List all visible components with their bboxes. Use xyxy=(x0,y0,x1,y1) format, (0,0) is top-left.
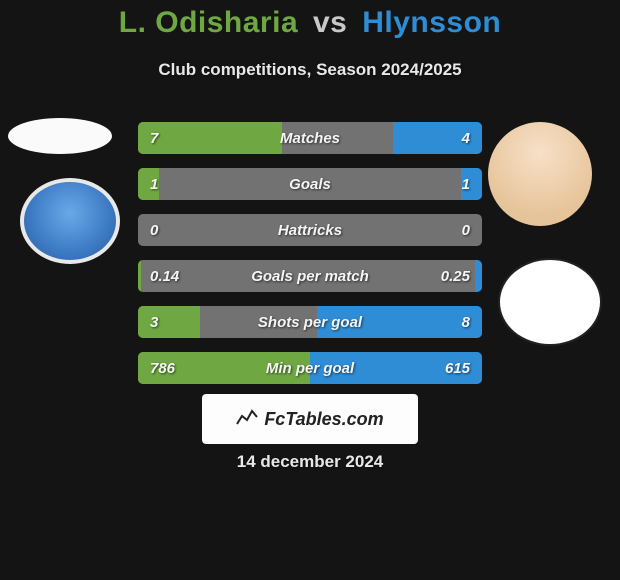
stat-row: 786615Min per goal xyxy=(138,352,482,384)
stat-label: Goals per match xyxy=(138,260,482,292)
stat-label: Hattricks xyxy=(138,214,482,246)
stats-bars: 74Matches 11Goals 00Hattricks 0.140.25Goals… xyxy=(138,122,482,398)
page-title: L. Odisharia vs Hlynsson xyxy=(0,6,620,40)
player2-avatar xyxy=(488,122,592,226)
stat-label: Shots per goal xyxy=(138,306,482,338)
footer-date: 14 december 2024 xyxy=(0,452,620,472)
player1-avatar xyxy=(8,118,112,154)
brand-badge: FcTables.com xyxy=(202,394,418,444)
player1-club-badge xyxy=(20,178,120,264)
stat-label: Goals xyxy=(138,168,482,200)
stat-label: Min per goal xyxy=(138,352,482,384)
subtitle: Club competitions, Season 2024/2025 xyxy=(0,60,620,80)
vs-label: vs xyxy=(313,6,347,39)
stat-row: 00Hattricks xyxy=(138,214,482,246)
stat-label: Matches xyxy=(138,122,482,154)
comparison-infographic: L. Odisharia vs Hlynsson Club competitio… xyxy=(0,0,620,580)
player1-name: L. Odisharia xyxy=(119,6,298,39)
stat-row: 38Shots per goal xyxy=(138,306,482,338)
stat-row: 0.140.25Goals per match xyxy=(138,260,482,292)
player2-name: Hlynsson xyxy=(362,6,501,39)
player2-club-badge xyxy=(498,258,602,346)
brand-text: FcTables.com xyxy=(264,409,383,430)
stat-row: 11Goals xyxy=(138,168,482,200)
stat-row: 74Matches xyxy=(138,122,482,154)
brand-icon xyxy=(236,408,258,431)
